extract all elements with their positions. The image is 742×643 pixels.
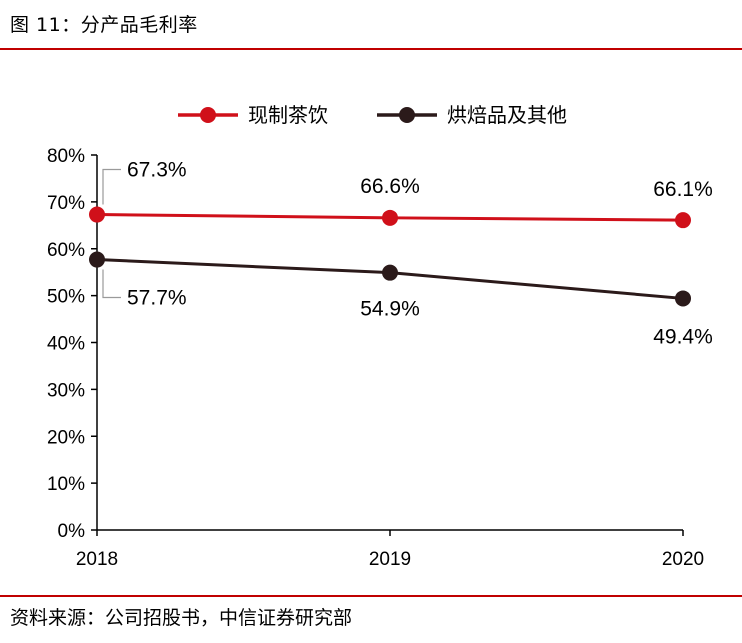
legend-marker-0 [200,107,216,123]
legend-label-0: 现制茶饮 [248,103,328,127]
y-tick-label: 10% [47,474,85,495]
title-divider [0,48,742,50]
data-point [382,209,398,226]
data-label: 67.3% [127,159,187,182]
y-tick-label: 70% [47,193,85,214]
data-label: 54.9% [360,298,420,321]
legend-marker-1 [399,107,415,123]
data-point [675,212,691,229]
data-point [89,251,105,268]
data-point [89,206,105,223]
x-tick-label: 2019 [369,549,411,570]
data-point [675,290,691,307]
y-tick-label: 50% [47,287,85,308]
y-tick-label: 30% [47,380,85,401]
data-label: 66.6% [360,175,420,198]
line-chart: 0% 10% 20% 30% 40% 50% 60% 70% 80% 2018 2019 2020 现… [47,103,713,570]
x-tick-label: 2018 [76,549,118,570]
y-tick-label: 40% [47,334,85,355]
data-point [382,264,398,281]
legend-label-1: 烘焙品及其他 [447,103,567,127]
y-tick-label: 80% [47,146,85,167]
y-tick-label: 20% [47,427,85,448]
source-divider [0,595,742,597]
y-tick-label: 0% [58,521,86,542]
figure-title: 图 11：分产品毛利率 [10,14,198,36]
y-tick-label: 60% [47,240,85,261]
label-leader-line [102,269,121,299]
data-label: 49.4% [653,325,713,348]
source-note: 资料来源：公司招股书，中信证券研究部 [10,607,353,629]
label-leader-line [102,168,121,205]
data-label: 66.1% [653,178,713,201]
x-tick-label: 2020 [662,549,704,570]
data-label: 57.7% [127,287,187,310]
